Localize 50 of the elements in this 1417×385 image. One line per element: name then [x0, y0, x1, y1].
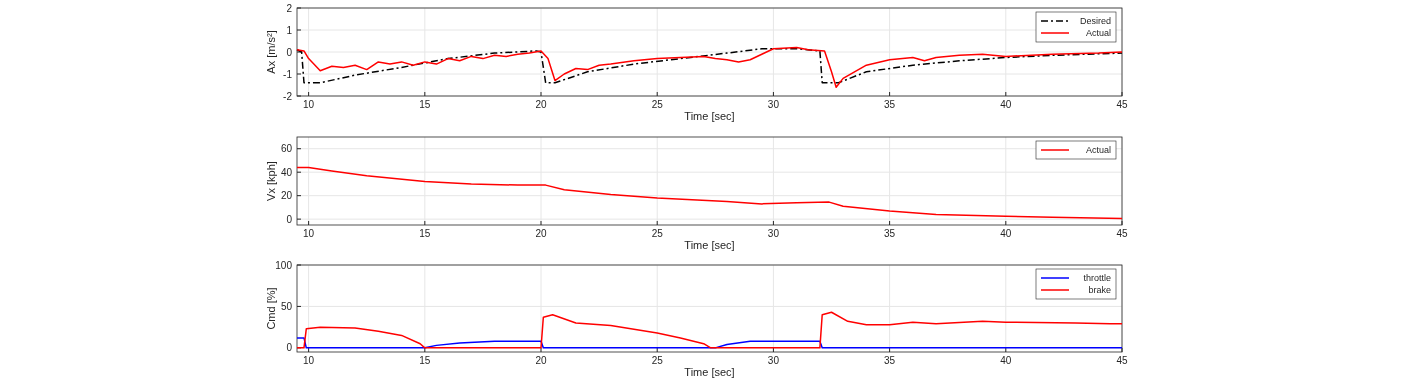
x-tick-label: 35	[884, 228, 896, 239]
x-tick-label: 35	[884, 355, 896, 366]
x-axis-title: Time [sec]	[684, 366, 735, 378]
legend-label: brake	[1088, 285, 1111, 295]
y-axis-title: Ax [m/s²]	[265, 30, 277, 74]
y-axis-title: Vx [kph]	[265, 161, 277, 201]
y-tick-label: 0	[286, 46, 293, 58]
line-series	[296, 311, 1123, 349]
legend-label: throttle	[1083, 273, 1111, 283]
x-tick-label: 15	[419, 355, 431, 366]
x-tick-label: 15	[419, 99, 431, 110]
x-tick-label: 45	[1116, 355, 1128, 366]
x-tick-label: 15	[419, 228, 431, 239]
x-tick-label: 10	[303, 355, 315, 366]
y-tick-label: 0	[286, 213, 293, 225]
y-tick-label: 100	[275, 259, 293, 271]
line-series	[296, 166, 1123, 220]
x-tick-label: 40	[1000, 228, 1012, 239]
y-axis-title: Cmd [%]	[265, 287, 277, 330]
x-axis-title: Time [sec]	[684, 110, 735, 122]
y-tick-label: 2	[286, 2, 293, 14]
x-tick-label: 25	[651, 228, 664, 239]
x-tick-label: 20	[535, 355, 548, 366]
x-tick-label: 45	[1116, 228, 1128, 239]
x-tick-label: 30	[767, 228, 780, 239]
legend-label: Desired	[1079, 16, 1111, 26]
y-tick-label: 40	[280, 166, 293, 178]
y-tick-label: 60	[280, 143, 293, 155]
y-tick-label: -1	[283, 68, 293, 80]
x-tick-label: 40	[1000, 99, 1012, 110]
x-tick-label: 35	[884, 99, 896, 110]
x-tick-label: 25	[651, 355, 664, 366]
y-tick-label: -2	[283, 90, 293, 102]
x-tick-label: 40	[1000, 355, 1012, 366]
x-tick-label: 25	[651, 99, 664, 110]
x-tick-label: 30	[767, 99, 780, 110]
y-tick-label: 20	[280, 190, 293, 202]
line-series	[296, 337, 1123, 349]
x-tick-label: 45	[1116, 99, 1128, 110]
y-tick-label: 50	[280, 300, 293, 312]
y-tick-label: 1	[286, 24, 293, 36]
x-tick-label: 20	[535, 99, 548, 110]
x-tick-label: 20	[535, 228, 548, 239]
x-tick-label: 10	[303, 228, 315, 239]
x-tick-label: 30	[767, 355, 780, 366]
x-tick-label: 10	[303, 99, 315, 110]
legend-label: Actual	[1085, 28, 1111, 38]
x-axis-title: Time [sec]	[684, 239, 735, 251]
legend-label: Actual	[1085, 145, 1111, 155]
y-tick-label: 0	[286, 342, 293, 354]
